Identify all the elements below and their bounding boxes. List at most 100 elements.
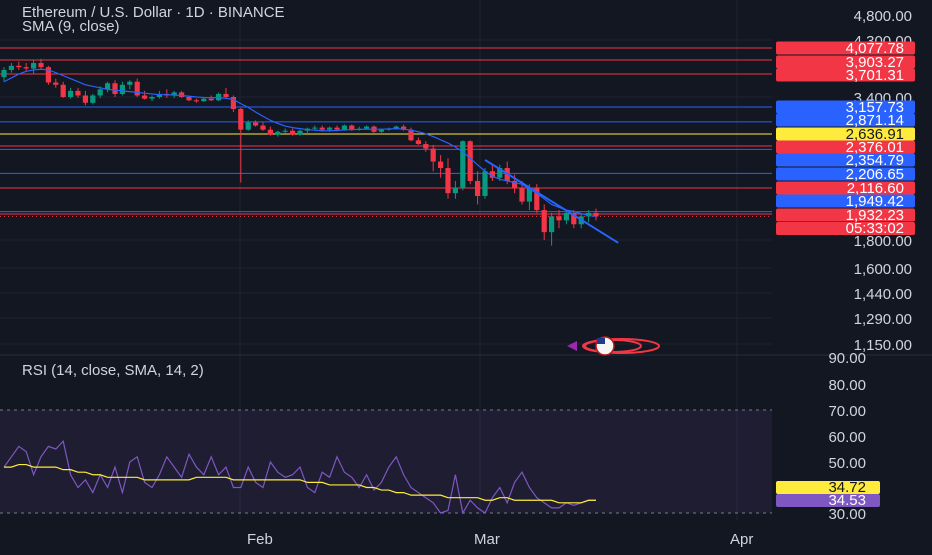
price-axis-tick: 1,440.00: [854, 286, 912, 303]
candle-body: [393, 126, 399, 129]
candle-body: [586, 212, 592, 217]
candle-body: [327, 127, 333, 130]
candle-body: [8, 65, 14, 70]
candle-body: [460, 141, 466, 188]
candle-body: [142, 95, 148, 99]
price-axis-tick: 1,600.00: [854, 261, 912, 278]
candle-body: [526, 187, 532, 202]
rsi-ma-label: 34.72: [828, 479, 866, 496]
candle-body: [519, 187, 525, 202]
candle-body: [297, 130, 303, 135]
candle-body: [97, 89, 103, 96]
candle-body: [45, 67, 51, 83]
rsi-axis-tick: 70.00: [828, 403, 866, 420]
candle-body: [208, 98, 214, 101]
level-label-bg: [776, 127, 915, 141]
candle-body: [223, 93, 229, 97]
candle-body: [571, 212, 577, 225]
candle-body: [482, 171, 488, 196]
candle-body: [349, 125, 355, 130]
level-label: 2,636.91: [846, 126, 904, 143]
candle-body: [53, 82, 59, 85]
candle-body: [230, 97, 236, 109]
rsi-ma-label-bg: [776, 481, 880, 494]
price-axis-tick: 1,150.00: [854, 337, 912, 354]
level-label: 1,932.23: [846, 207, 904, 224]
candle-body: [534, 187, 540, 211]
candle-body: [127, 81, 133, 85]
price-axis-tick: 4,800.00: [854, 8, 912, 25]
level-label-bg: [776, 41, 915, 55]
candle-body: [512, 180, 518, 188]
candle-body: [489, 171, 495, 178]
candle-body: [267, 129, 273, 135]
level-label-bg: [776, 55, 915, 69]
candle-body: [415, 140, 421, 144]
us-flag-canton-icon: [597, 338, 605, 344]
countdown-label-bg: [776, 222, 915, 235]
candle-body: [179, 92, 185, 97]
candle-body: [245, 122, 251, 130]
level-label: 2,871.14: [846, 112, 904, 129]
level-label: 2,354.79: [846, 152, 904, 169]
rsi-axis-tick: 30.00: [828, 506, 866, 523]
sma-indicator-label: SMA (9, close): [22, 18, 120, 35]
flag-arrow-icon: [567, 341, 577, 351]
candle-body: [556, 216, 562, 221]
rsi-axis-tick: 80.00: [828, 377, 866, 394]
candle-body: [134, 81, 140, 96]
candle-body: [275, 131, 281, 135]
candle-body: [563, 212, 569, 221]
level-label-bg: [776, 194, 915, 208]
candle-body: [201, 98, 207, 102]
candle-body: [438, 161, 444, 169]
candle-body: [334, 127, 340, 130]
candle-body: [68, 90, 74, 97]
rsi-label-bg: [776, 494, 880, 507]
level-label-bg: [776, 68, 915, 82]
level-label: 2,376.01: [846, 139, 904, 156]
level-label-bg: [776, 100, 915, 114]
level-label-bg: [776, 167, 915, 181]
rsi-band: [0, 410, 772, 513]
trendline: [484, 159, 619, 244]
rsi-line: [3, 439, 596, 515]
candle-body: [408, 129, 414, 141]
level-label: 4,077.78: [846, 40, 904, 57]
candle-body: [430, 148, 436, 162]
candles: [1, 58, 599, 246]
level-label: 3,701.31: [846, 67, 904, 84]
candle-body: [467, 141, 473, 181]
price-axis-tick: 1,290.00: [854, 311, 912, 328]
level-label: 2,206.65: [846, 166, 904, 183]
rsi-axis-tick: 90.00: [828, 350, 866, 367]
candle-body: [260, 125, 266, 130]
candle-body: [253, 122, 259, 126]
grid-lines: [0, 0, 772, 520]
level-label: 3,903.27: [846, 54, 904, 71]
candle-body: [186, 97, 192, 101]
candle-body: [105, 83, 111, 90]
candle-body: [364, 126, 370, 129]
candle-body: [549, 216, 555, 233]
rsi-label: 34.53: [828, 492, 866, 509]
chart-title: Ethereum / U.S. Dollar · 1D · BINANCE: [22, 4, 285, 21]
candle-body: [149, 97, 155, 99]
candle-body: [238, 108, 244, 130]
candle-body: [75, 90, 81, 96]
countdown-label: 05:33:02: [846, 220, 904, 237]
level-label-bg: [776, 113, 915, 127]
candle-body: [112, 83, 118, 94]
rsi-ma-line: [4, 463, 596, 504]
sma-line: [3, 68, 597, 217]
level-label-bg: [776, 208, 915, 222]
candle-body: [16, 65, 22, 68]
candle-body: [216, 93, 222, 101]
flag-ring-icon: [584, 339, 642, 353]
candle-body: [452, 187, 458, 194]
candle-body: [593, 212, 599, 217]
candle-body: [60, 84, 66, 97]
level-label-bg: [776, 181, 915, 195]
